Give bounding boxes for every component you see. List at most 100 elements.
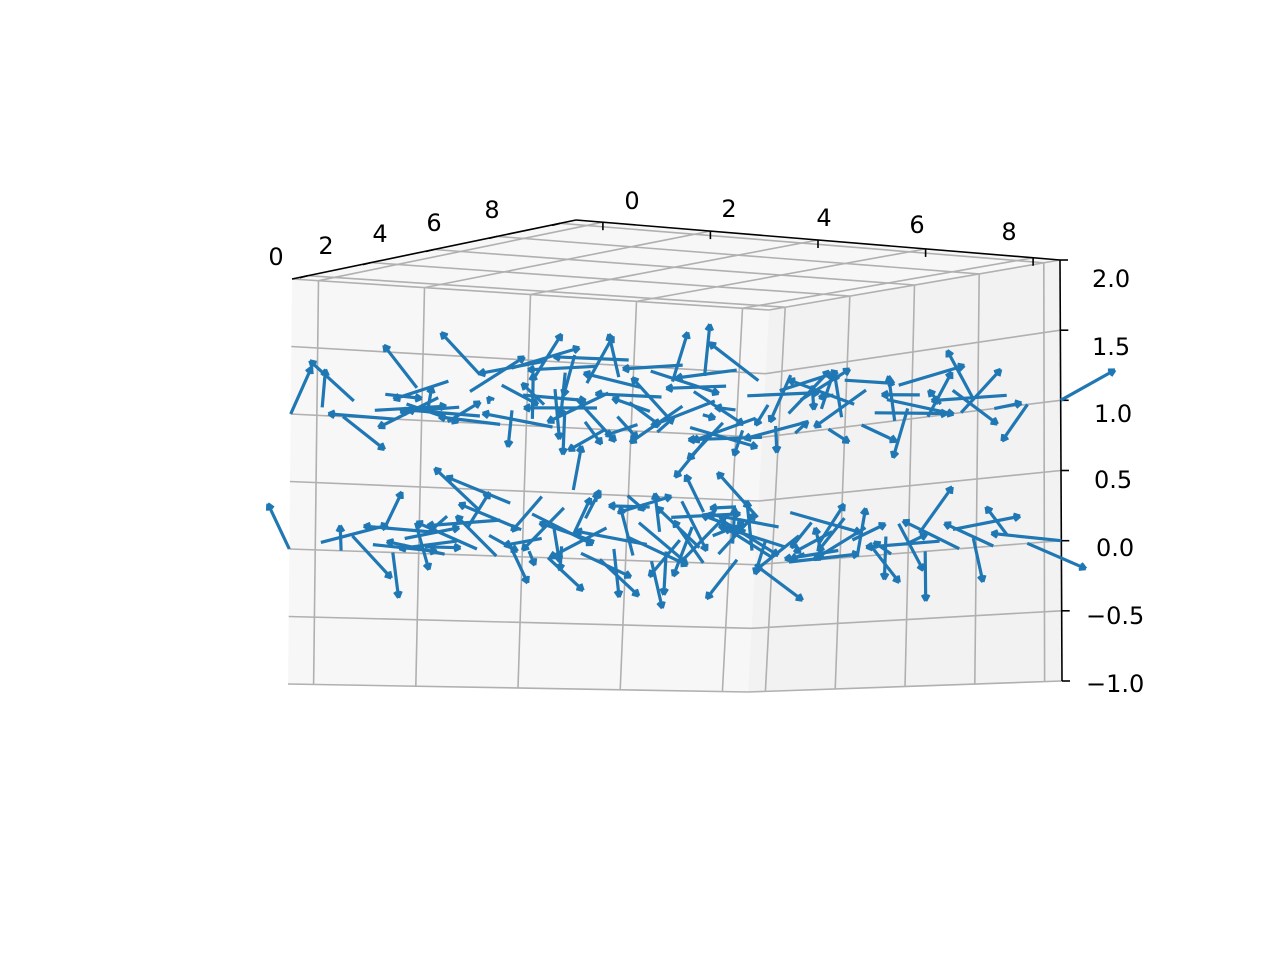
quiver-arrow bbox=[477, 360, 544, 378]
quiver-arrow bbox=[731, 429, 745, 457]
arrow-head bbox=[873, 540, 882, 545]
left-pane bbox=[288, 279, 769, 692]
quiver-arrow bbox=[265, 502, 291, 550]
z-tick-label: 1.5 bbox=[1092, 333, 1130, 361]
quiver-arrow bbox=[351, 534, 393, 580]
arrow-shaft bbox=[692, 416, 757, 443]
arrow-shaft bbox=[931, 393, 1007, 403]
quiver-arrow bbox=[767, 374, 793, 424]
y-tick-label: 0 bbox=[624, 187, 639, 215]
z-tick-label: −1.0 bbox=[1086, 670, 1144, 698]
quiver-arrow bbox=[488, 534, 519, 553]
arrow-head bbox=[383, 343, 392, 350]
arrow-head bbox=[841, 440, 850, 444]
arrow-head bbox=[865, 541, 873, 549]
arrow-shaft bbox=[898, 364, 965, 387]
arrow-shaft bbox=[561, 354, 577, 397]
arrow-shaft bbox=[943, 521, 994, 548]
arrow-shaft bbox=[732, 429, 745, 457]
arrow-shaft bbox=[478, 360, 544, 376]
arrow-head bbox=[559, 334, 564, 342]
quiver-arrow bbox=[789, 521, 813, 550]
arrow-head bbox=[946, 412, 955, 418]
arrow-head bbox=[792, 545, 800, 554]
arrow-shaft bbox=[630, 376, 672, 421]
grid-line bbox=[765, 329, 1061, 375]
quiver-arrow bbox=[851, 522, 887, 542]
arrow-shaft bbox=[945, 349, 976, 401]
arrow-head bbox=[416, 520, 424, 524]
grid-line bbox=[497, 235, 980, 275]
x-tick-label: 2 bbox=[318, 232, 333, 260]
quiver-arrow bbox=[582, 369, 641, 389]
arrow-shaft bbox=[595, 392, 662, 399]
quiver-arrow bbox=[510, 495, 544, 533]
arrow-shaft bbox=[655, 506, 701, 549]
arrow-shaft bbox=[710, 505, 737, 510]
quiver-arrow bbox=[952, 512, 1022, 531]
arrow-shaft bbox=[754, 404, 770, 427]
arrow-shaft bbox=[607, 333, 621, 378]
arrow-head bbox=[1015, 401, 1023, 409]
arrow-shaft bbox=[701, 513, 747, 533]
arrow-head bbox=[814, 526, 822, 535]
quiver-arrow bbox=[702, 412, 717, 422]
quiver-arrow bbox=[959, 367, 1003, 414]
quiver-arrow bbox=[779, 369, 839, 393]
arrow-shaft bbox=[342, 415, 386, 451]
arrow-head bbox=[528, 559, 536, 567]
arrow-shaft bbox=[580, 551, 632, 579]
arrow-shaft bbox=[855, 508, 868, 557]
quiver-arrow bbox=[689, 425, 759, 451]
arrow-shaft bbox=[377, 396, 439, 429]
grid-line bbox=[747, 680, 1063, 693]
arrow-shaft bbox=[671, 526, 694, 577]
quiver-arrow bbox=[865, 539, 940, 552]
arrow-shaft bbox=[583, 371, 641, 389]
arrow-head bbox=[864, 507, 870, 516]
arrow-shaft bbox=[891, 407, 910, 459]
arrow-head bbox=[414, 396, 423, 403]
quiver-arrow bbox=[754, 404, 770, 427]
grid-line bbox=[289, 480, 759, 502]
grid-line bbox=[288, 615, 752, 630]
quiver-arrow bbox=[792, 530, 833, 554]
arrow-head bbox=[452, 526, 461, 534]
arrow-head bbox=[892, 578, 900, 584]
arrow-shaft bbox=[670, 331, 690, 383]
arrow-shaft bbox=[686, 421, 725, 461]
quiver-arrow bbox=[818, 391, 834, 402]
quiver-arrow bbox=[531, 512, 595, 547]
quiver-arrow bbox=[971, 537, 987, 583]
arrow-head bbox=[594, 389, 603, 396]
arrow-head bbox=[608, 501, 616, 508]
quiver-arrow bbox=[918, 485, 954, 534]
arrow-head bbox=[880, 523, 887, 531]
arrow-head bbox=[527, 364, 535, 372]
arrow-shaft bbox=[549, 526, 608, 560]
grid-line bbox=[560, 222, 1044, 264]
arrow-head bbox=[309, 359, 317, 364]
arrow-head bbox=[573, 346, 581, 355]
quiver-arrow bbox=[920, 551, 931, 602]
arrow-shaft bbox=[897, 523, 925, 572]
quiver-arrow bbox=[527, 364, 597, 375]
arrow-shaft bbox=[531, 512, 594, 546]
x-tick-label: 6 bbox=[426, 209, 441, 237]
quiver-arrow bbox=[546, 391, 609, 424]
y-tick-label: 2 bbox=[721, 195, 736, 223]
arrow-head bbox=[510, 524, 515, 532]
arrow-head bbox=[928, 388, 936, 395]
arrow-head bbox=[997, 369, 1003, 377]
arrow-shaft bbox=[860, 423, 898, 443]
quiver-arrow bbox=[486, 395, 495, 405]
quiver-arrow bbox=[724, 520, 780, 557]
quiver-arrow bbox=[1059, 368, 1117, 402]
arrow-head bbox=[546, 415, 554, 423]
quiver-arrow bbox=[500, 383, 540, 407]
arrow-shaft bbox=[393, 379, 449, 401]
arrow-shaft bbox=[649, 560, 664, 609]
arrow-shaft bbox=[689, 425, 758, 449]
quiver-arrow bbox=[591, 490, 602, 503]
arrow-head bbox=[521, 577, 529, 585]
